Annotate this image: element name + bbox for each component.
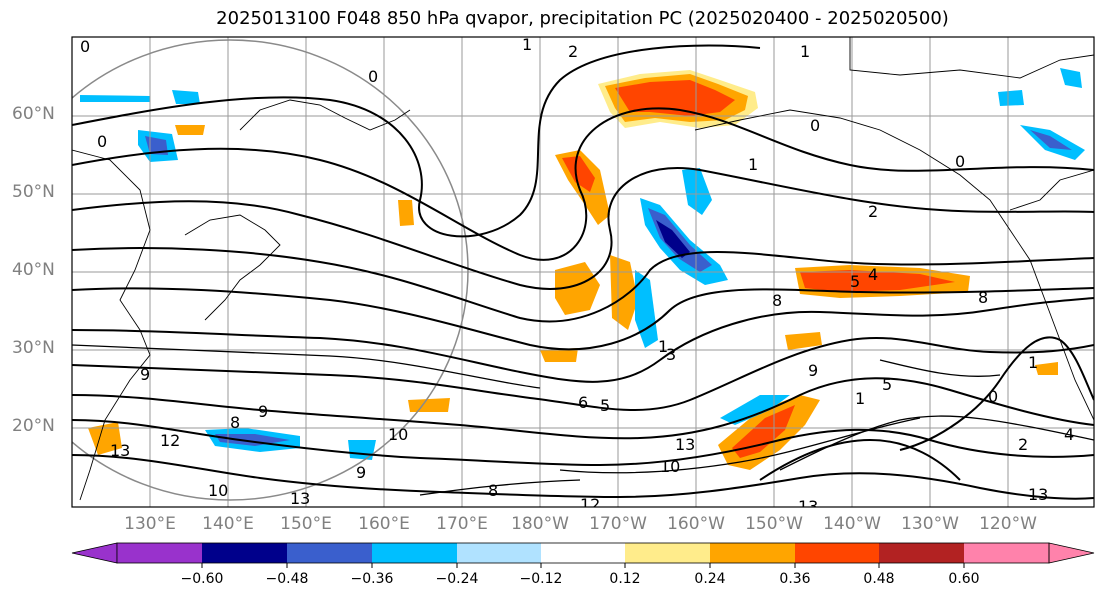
contour-label: 0: [955, 152, 965, 171]
lat-tick-label: 20°N: [12, 416, 55, 436]
contour-label: 6: [578, 393, 588, 412]
colorbar-segment: [625, 543, 710, 563]
lat-tick-label: 30°N: [12, 338, 55, 358]
colorbar: [71, 542, 1095, 568]
contour-label: 5: [850, 272, 860, 291]
colorbar-max-arrow: [1048, 542, 1095, 564]
lon-tick-label: 160°E: [358, 514, 410, 534]
map-frame: [71, 36, 1095, 508]
contour-label: 13: [1028, 485, 1048, 504]
contour-label: 13: [110, 441, 130, 460]
colorbar-segment: [795, 543, 879, 563]
colorbar-segment: [202, 543, 287, 563]
contour-label: 3: [666, 345, 676, 364]
contour-label: 10: [208, 481, 228, 500]
contour-label: 9: [808, 361, 818, 380]
colorbar-tick-label: −0.36: [350, 571, 394, 587]
secondary-contours: [72, 344, 1094, 496]
contour-label: 1: [855, 389, 865, 408]
contour-label: 9: [258, 402, 268, 421]
contour-label: 4: [868, 265, 878, 284]
colorbar-tick-label: −0.24: [435, 571, 479, 587]
colorbar-segment: [879, 543, 964, 563]
graticule: [72, 37, 1094, 507]
contour-label: 13: [798, 497, 818, 516]
colorbar-tick-label: 0.60: [948, 571, 980, 587]
contour-label: 1: [800, 42, 810, 61]
contour-label: 2: [868, 202, 878, 221]
lat-tick-label: 60°N: [12, 104, 55, 124]
colorbar-segment: [287, 543, 372, 563]
colorbar-tick-label: −0.12: [519, 571, 563, 587]
contour-label: 0: [97, 132, 107, 151]
range-circle: [72, 39, 469, 501]
contour-label: 0: [988, 387, 998, 406]
lon-tick-label: 150°E: [280, 514, 332, 534]
contour-label: 1: [748, 155, 758, 174]
contour-label: 2: [568, 42, 578, 61]
lon-tick-label: 130°E: [124, 514, 176, 534]
contour-label: 2: [1018, 435, 1028, 454]
qvapor-contours: [72, 44, 1094, 500]
contour-label: 9: [140, 365, 150, 384]
contour-label: 1: [1028, 353, 1038, 372]
coastlines: [72, 37, 1094, 501]
lon-tick-label: 120°W: [979, 514, 1037, 534]
lat-tick-label: 50°N: [12, 182, 55, 202]
colorbar-segment: [372, 543, 457, 563]
lon-tick-label: 140°W: [823, 514, 881, 534]
colorbar-segment: [964, 543, 1049, 563]
contour-label: 13: [290, 489, 310, 508]
contour-label: 13: [675, 435, 695, 454]
contour-label: 0: [810, 116, 820, 135]
colorbar-tick-label: 0.36: [779, 571, 811, 587]
contour-label: 4: [1064, 425, 1074, 444]
contour-label: 8: [488, 481, 498, 500]
colorbar-min-arrow: [71, 542, 118, 564]
lon-tick-label: 170°E: [436, 514, 488, 534]
contour-label: 12: [160, 431, 180, 450]
contour-label: 10: [388, 425, 408, 444]
colorbar-tick-label: 0.12: [609, 571, 641, 587]
lon-tick-label: 160°W: [667, 514, 725, 534]
lon-tick-label: 140°E: [202, 514, 254, 534]
lon-tick-label: 130°W: [901, 514, 959, 534]
colorbar-tick-label: −0.60: [180, 571, 224, 587]
contour-label: 5: [882, 375, 892, 394]
contour-labels: 0 0 0 1 2 1 0 0 1 2 4 5 8 8 9 13 12 8 9 …: [80, 35, 1074, 516]
contour-label: 1: [658, 337, 668, 356]
contour-label: 10: [660, 457, 680, 476]
map-title: 2025013100 F048 850 hPa qvapor, precipit…: [216, 8, 949, 29]
lon-tick-label: 150°W: [745, 514, 803, 534]
contour-label: 8: [978, 288, 988, 307]
lon-tick-label: 180°W: [511, 514, 569, 534]
colorbar-outline: [116, 542, 1050, 564]
contour-label: 9: [356, 463, 366, 482]
colorbar-segment: [541, 543, 625, 563]
colorbar-tick-label: −0.48: [265, 571, 309, 587]
contour-label: 0: [368, 67, 378, 86]
colorbar-tick-label: 0.48: [863, 571, 895, 587]
colorbar-tick-label: 0.24: [694, 571, 726, 587]
colorbar-segment: [457, 543, 541, 563]
lat-tick-label: 40°N: [12, 260, 55, 280]
contour-label: 0: [80, 37, 90, 56]
colorbar-segment: [710, 543, 795, 563]
contour-label: 5: [600, 396, 610, 415]
lon-tick-label: 170°W: [589, 514, 647, 534]
colorbar-segment: [117, 543, 202, 563]
contour-label: 8: [230, 413, 240, 432]
contour-label: 8: [772, 291, 782, 310]
contour-label: 12: [580, 495, 600, 514]
contour-label: 1: [522, 35, 532, 54]
